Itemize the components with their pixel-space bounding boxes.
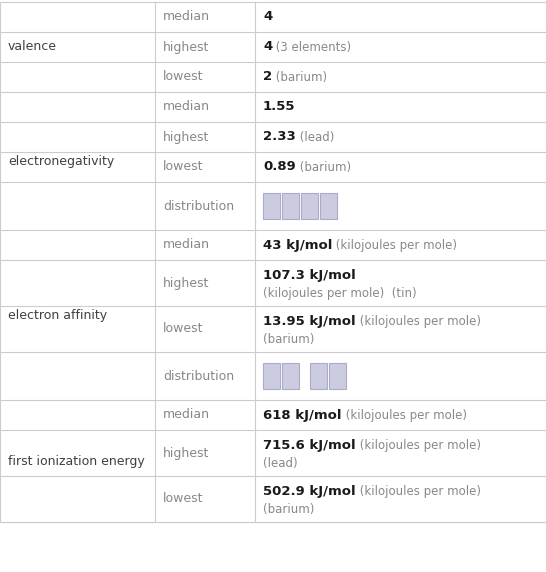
Bar	[320, 193, 337, 219]
Text: 618 kJ/mol: 618 kJ/mol	[263, 408, 341, 422]
Text: (3 elements): (3 elements)	[272, 41, 352, 54]
Text: highest: highest	[163, 447, 209, 459]
Text: (barium): (barium)	[296, 161, 351, 173]
Text: 13.95 kJ/mol: 13.95 kJ/mol	[263, 315, 355, 328]
Text: valence: valence	[8, 41, 57, 54]
Text: median: median	[163, 239, 210, 252]
Text: (kilojoules per mole): (kilojoules per mole)	[355, 439, 480, 451]
Text: 107.3 kJ/mol: 107.3 kJ/mol	[263, 268, 356, 281]
Text: highest: highest	[163, 41, 209, 54]
Text: 0.89: 0.89	[263, 161, 296, 173]
Text: 4: 4	[263, 41, 272, 54]
Text: 2: 2	[263, 70, 272, 84]
Text: (kilojoules per mole)  (tin): (kilojoules per mole) (tin)	[263, 287, 417, 300]
Text: first ionization energy: first ionization energy	[8, 455, 145, 467]
Text: (kilojoules per mole): (kilojoules per mole)	[333, 239, 458, 252]
Text: median: median	[163, 101, 210, 113]
Text: (kilojoules per mole): (kilojoules per mole)	[355, 315, 480, 328]
Text: lowest: lowest	[163, 492, 204, 506]
Text: (kilojoules per mole): (kilojoules per mole)	[341, 408, 466, 422]
Text: highest: highest	[163, 130, 209, 144]
Text: lowest: lowest	[163, 70, 204, 84]
Text: (lead): (lead)	[296, 130, 334, 144]
Text: distribution: distribution	[163, 370, 234, 383]
Bar	[263, 193, 280, 219]
Text: (barium): (barium)	[272, 70, 327, 84]
Bar	[263, 363, 280, 389]
Bar	[301, 193, 318, 219]
Bar	[282, 193, 299, 219]
Text: (barium): (barium)	[263, 502, 314, 515]
Text: highest: highest	[163, 276, 209, 289]
Text: (barium): (barium)	[263, 332, 314, 345]
Text: 2.33: 2.33	[263, 130, 296, 144]
Text: 715.6 kJ/mol: 715.6 kJ/mol	[263, 439, 355, 451]
Text: (lead): (lead)	[263, 456, 298, 470]
Text: lowest: lowest	[163, 323, 204, 336]
Bar	[282, 363, 299, 389]
Text: distribution: distribution	[163, 200, 234, 213]
Text: electron affinity: electron affinity	[8, 308, 107, 321]
Text: 4: 4	[263, 10, 272, 23]
Bar	[329, 363, 346, 389]
Bar	[310, 363, 327, 389]
Text: lowest: lowest	[163, 161, 204, 173]
Text: median: median	[163, 10, 210, 23]
Text: median: median	[163, 408, 210, 422]
Text: 1.55: 1.55	[263, 101, 295, 113]
Text: 502.9 kJ/mol: 502.9 kJ/mol	[263, 484, 355, 498]
Text: electronegativity: electronegativity	[8, 154, 114, 168]
Text: 43 kJ/mol: 43 kJ/mol	[263, 239, 333, 252]
Text: (kilojoules per mole): (kilojoules per mole)	[355, 484, 480, 498]
